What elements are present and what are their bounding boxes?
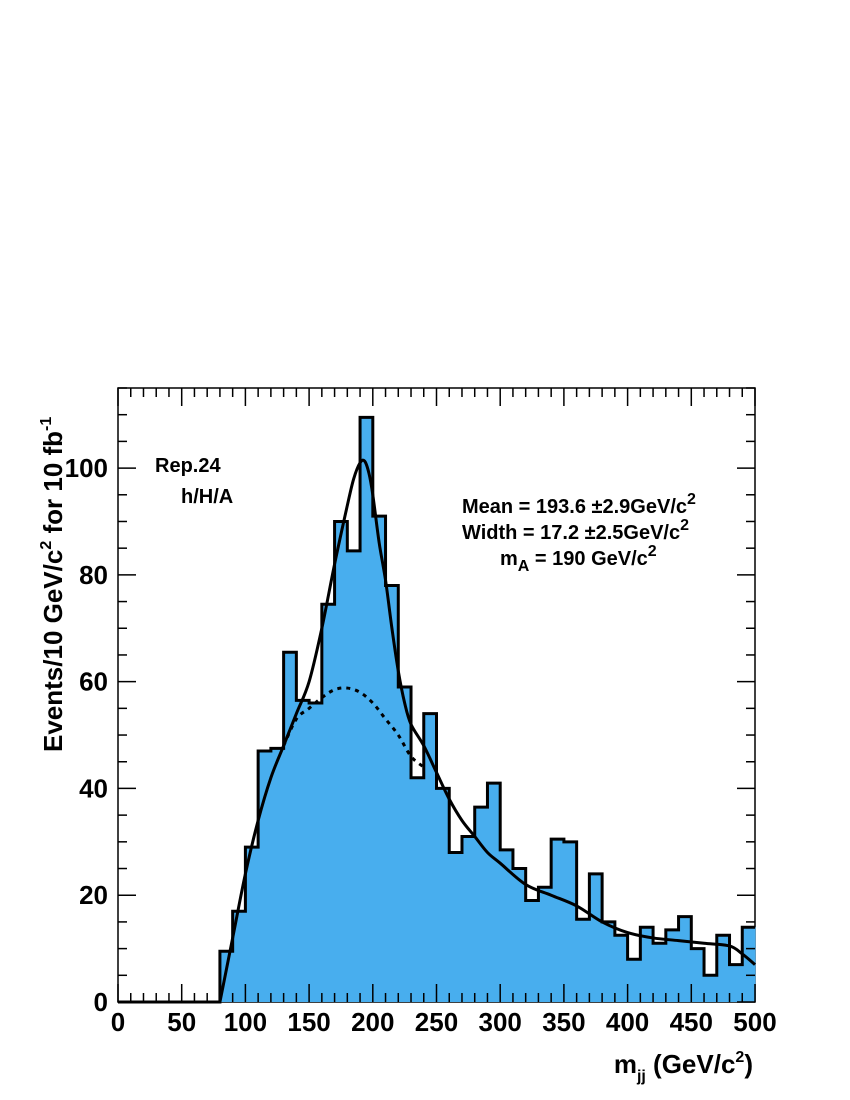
x-tick-label: 150 bbox=[287, 1007, 330, 1037]
histogram-bar bbox=[589, 873, 603, 1002]
y-axis-title: Events/10 GeV/c2 for 10 fb-1 bbox=[38, 417, 68, 752]
annotation-process: h/H/A bbox=[181, 486, 233, 508]
total-fit-curve bbox=[218, 458, 756, 1003]
histogram-bar bbox=[525, 900, 540, 1002]
histogram-bars bbox=[219, 417, 756, 1002]
histogram-bar bbox=[334, 521, 348, 1002]
y-tick-label: 20 bbox=[79, 880, 108, 910]
x-tick-label: 300 bbox=[479, 1007, 522, 1037]
histogram-bar bbox=[742, 927, 756, 1002]
y-tick-labels: 0 20 40 60 80 100 bbox=[65, 453, 108, 1017]
histogram-bar bbox=[385, 585, 399, 1002]
annotation-rep: Rep.24 bbox=[155, 455, 221, 477]
x-tick-labels: 0 50 100 150 200 250 300 350 400 450 500 bbox=[111, 1007, 777, 1037]
histogram-bar bbox=[321, 604, 336, 1002]
histogram-bar bbox=[436, 788, 450, 1002]
histogram-bar bbox=[423, 713, 438, 1002]
histogram-bar bbox=[360, 417, 374, 1002]
histogram-bar bbox=[270, 748, 285, 1002]
x-axis-title: mjj (GeV/c2) bbox=[614, 1049, 753, 1085]
histogram-bar bbox=[538, 887, 552, 1002]
histogram-bar bbox=[704, 975, 718, 1002]
histogram-bar bbox=[716, 935, 731, 1002]
x-tick-label: 400 bbox=[606, 1007, 649, 1037]
y-tick-label: 40 bbox=[79, 773, 108, 803]
y-tick-label: 0 bbox=[94, 987, 108, 1017]
histogram-bar bbox=[347, 550, 361, 1002]
histogram-bar bbox=[411, 777, 425, 1002]
x-tick-label: 350 bbox=[542, 1007, 585, 1037]
y-tick-label: 100 bbox=[65, 453, 108, 483]
y-tick-label: 60 bbox=[79, 667, 108, 697]
annotation-width: Width = 17.2 ±2.5GeV/c2 bbox=[462, 517, 689, 544]
histogram-bar bbox=[500, 849, 514, 1002]
histogram-bar bbox=[653, 943, 667, 1002]
histogram-bar bbox=[563, 841, 578, 1002]
annotation-mass: mA = 190 GeV/c2 bbox=[500, 543, 657, 575]
histogram-bar bbox=[449, 852, 463, 1002]
x-tick-label: 450 bbox=[670, 1007, 713, 1037]
histogram-bar bbox=[296, 700, 310, 1002]
histogram-bar bbox=[640, 927, 654, 1002]
histogram-bar bbox=[398, 686, 412, 1002]
histogram-bar bbox=[487, 783, 501, 1002]
x-tick-label: 50 bbox=[167, 1007, 196, 1037]
histogram-bar bbox=[474, 807, 489, 1002]
histogram-bar bbox=[283, 652, 297, 1002]
x-tick-label: 200 bbox=[351, 1007, 394, 1037]
histogram-bar bbox=[461, 836, 476, 1002]
histogram-bar bbox=[665, 929, 680, 1002]
y-tick-label: 80 bbox=[79, 560, 108, 590]
histogram-bar bbox=[551, 839, 565, 1002]
histogram-bar bbox=[678, 916, 692, 1002]
x-tick-label: 0 bbox=[111, 1007, 125, 1037]
histogram-bar bbox=[372, 516, 387, 1002]
histogram-bar bbox=[691, 948, 705, 1002]
histogram-bar bbox=[512, 868, 527, 1002]
background-fit-curve bbox=[282, 686, 425, 769]
histogram-bar bbox=[309, 703, 323, 1002]
x-tick-label: 250 bbox=[415, 1007, 458, 1037]
histogram-bar bbox=[232, 911, 246, 1002]
histogram-bar bbox=[729, 964, 743, 1002]
histogram-bar bbox=[245, 847, 259, 1002]
histogram-bar bbox=[602, 921, 616, 1002]
histogram-bar bbox=[576, 919, 590, 1002]
histogram-bar bbox=[627, 959, 641, 1002]
x-tick-label: 100 bbox=[224, 1007, 267, 1037]
histogram-bar bbox=[614, 935, 629, 1002]
x-tick-label: 500 bbox=[733, 1007, 776, 1037]
axis-ticks bbox=[117, 387, 756, 1003]
histogram-bar bbox=[258, 751, 272, 1002]
annotation-mean: Mean = 193.6 ±2.9GeV/c2 bbox=[462, 491, 696, 518]
